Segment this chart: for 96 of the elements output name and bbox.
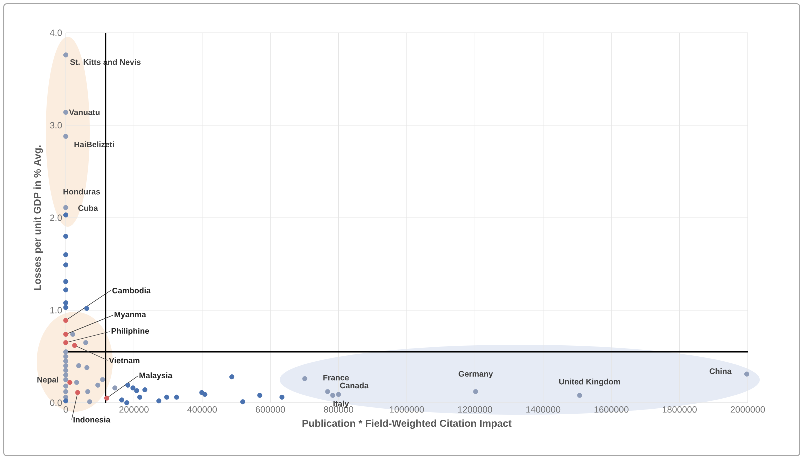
point bbox=[126, 382, 131, 388]
annotation: Vietnam bbox=[109, 358, 140, 364]
point bbox=[744, 372, 750, 377]
point bbox=[100, 377, 106, 382]
point bbox=[112, 386, 118, 391]
point bbox=[64, 300, 69, 306]
point bbox=[577, 393, 582, 398]
point bbox=[64, 372, 69, 378]
annotation: Cuba bbox=[78, 205, 98, 212]
x-axis-title: Publication * Field-Weighted Citation Impact bbox=[302, 420, 512, 430]
point bbox=[96, 382, 101, 388]
point bbox=[64, 377, 69, 382]
point bbox=[64, 350, 69, 355]
annotation: Vanuatu bbox=[69, 110, 100, 116]
x-tick-label: 2000000 bbox=[730, 406, 766, 413]
point bbox=[72, 343, 78, 348]
point bbox=[64, 279, 69, 284]
point bbox=[87, 400, 92, 405]
point bbox=[280, 394, 285, 400]
point bbox=[64, 398, 69, 404]
y-tick-label: 2.0 bbox=[50, 214, 62, 222]
point bbox=[86, 389, 90, 394]
point bbox=[138, 394, 143, 400]
x-tick-label: 200000 bbox=[120, 406, 149, 413]
annotation: Germany bbox=[458, 371, 494, 379]
point bbox=[64, 110, 69, 116]
point bbox=[64, 384, 69, 389]
point bbox=[302, 376, 308, 382]
point bbox=[64, 368, 69, 374]
point bbox=[336, 392, 342, 398]
x-tick-label: 1600000 bbox=[594, 406, 629, 413]
point bbox=[64, 305, 69, 310]
annotation: Honduras bbox=[64, 188, 100, 195]
annotation: Indonesia bbox=[74, 416, 111, 423]
point bbox=[164, 394, 170, 400]
point bbox=[64, 288, 69, 293]
x-tick-label: 1800000 bbox=[662, 406, 697, 413]
point bbox=[124, 400, 130, 406]
point bbox=[142, 388, 148, 393]
annotation: Nepal bbox=[38, 376, 58, 384]
point bbox=[156, 398, 162, 404]
annotation: Cambodia bbox=[112, 288, 152, 294]
y-tick-label: 0.0 bbox=[50, 400, 62, 406]
point bbox=[84, 365, 90, 370]
point bbox=[230, 374, 235, 380]
y-tick-label: 1.0 bbox=[50, 307, 62, 314]
point bbox=[64, 252, 69, 258]
annotation: Philiphine bbox=[112, 328, 150, 336]
point bbox=[64, 234, 69, 239]
point bbox=[258, 393, 263, 398]
point bbox=[64, 212, 69, 218]
annotation: Malaysia bbox=[140, 372, 173, 380]
point bbox=[330, 393, 336, 398]
x-tick-label: 0 bbox=[64, 406, 68, 413]
point bbox=[64, 340, 69, 346]
point bbox=[134, 388, 140, 394]
point bbox=[325, 389, 330, 394]
x-tick-label: 800000 bbox=[324, 406, 354, 413]
point bbox=[75, 390, 80, 396]
point bbox=[64, 358, 69, 364]
point bbox=[202, 392, 208, 398]
point bbox=[64, 52, 69, 58]
annotation: China bbox=[710, 368, 732, 374]
point bbox=[70, 332, 76, 338]
annotation: Canada bbox=[340, 382, 369, 389]
point bbox=[64, 389, 69, 394]
annotation: United Kingdom bbox=[559, 378, 620, 386]
point bbox=[64, 205, 69, 210]
point bbox=[68, 380, 73, 386]
point bbox=[76, 363, 82, 368]
x-tick-label: 1200000 bbox=[458, 406, 492, 413]
point bbox=[104, 396, 110, 401]
point bbox=[84, 306, 90, 312]
point bbox=[64, 318, 69, 324]
annotation: Italy bbox=[334, 400, 350, 408]
point bbox=[240, 400, 246, 405]
x-tick-label: 1000000 bbox=[390, 406, 424, 413]
point bbox=[64, 354, 69, 360]
point bbox=[119, 398, 124, 403]
point bbox=[64, 332, 69, 338]
point bbox=[174, 394, 180, 400]
point bbox=[74, 380, 80, 386]
x-tick-label: 400000 bbox=[188, 406, 218, 413]
x-tick-label: 1400000 bbox=[526, 406, 561, 413]
annotation: Myanma bbox=[114, 312, 146, 320]
y-axis-title: Losses per unit GDP in % Avg. bbox=[34, 146, 44, 290]
y-tick-label: 4.0 bbox=[50, 30, 62, 36]
x-tick-label: 600000 bbox=[256, 406, 286, 413]
point bbox=[130, 386, 136, 391]
point bbox=[83, 340, 88, 346]
annotation: France bbox=[324, 375, 350, 381]
point bbox=[64, 134, 69, 140]
y-tick-label: 3.0 bbox=[50, 122, 62, 129]
point bbox=[64, 363, 69, 368]
point bbox=[473, 389, 478, 394]
point bbox=[64, 262, 69, 268]
